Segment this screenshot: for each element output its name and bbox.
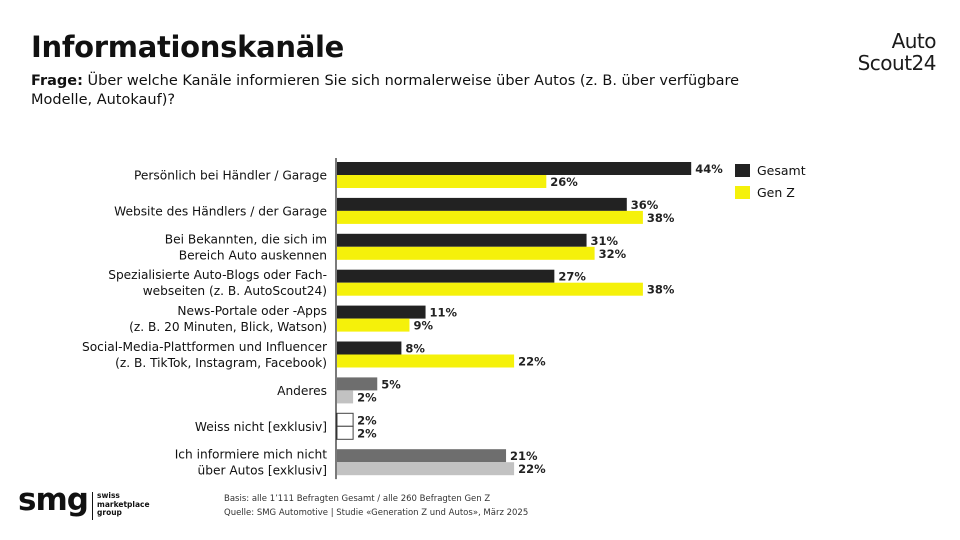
brand-line-1: Auto <box>891 29 937 53</box>
brand-line-2: Scout24 <box>857 51 937 75</box>
data-label-gesamt-1: 36% <box>631 198 659 212</box>
footer-source: Quelle: SMG Automotive | Studie «Generat… <box>224 508 529 518</box>
bar-genz-7 <box>336 425 354 440</box>
bar-genz-6 <box>337 390 354 404</box>
bar-gesamt-2 <box>337 233 587 247</box>
legend-swatch-gesamt <box>735 164 750 177</box>
page-title: Informationskanäle <box>31 30 344 64</box>
data-label-genz-2: 32% <box>599 247 627 261</box>
smg-logo-subtitle: swiss marketplace group <box>97 491 150 518</box>
bar-genz-1 <box>337 210 643 224</box>
smg-sub-line-1: swiss <box>97 491 120 500</box>
legend-label-gesamt: Gesamt <box>757 163 806 178</box>
bar-genz-3 <box>337 282 643 296</box>
question-label: Frage: <box>31 73 83 89</box>
data-label-genz-0: 26% <box>550 175 578 189</box>
category-label-1-0: Website des Händlers / der Garage <box>114 204 327 218</box>
smg-logo-divider <box>92 492 93 520</box>
category-label-8-0: Ich informiere mich nicht <box>175 448 328 462</box>
category-label-4-1: (z. B. 20 Minuten, Blick, Watson) <box>129 320 327 334</box>
data-label-gesamt-4: 11% <box>430 306 458 320</box>
bar-genz-2 <box>337 246 595 260</box>
bar-gesamt-3 <box>337 269 555 283</box>
data-label-genz-5: 22% <box>518 355 546 369</box>
category-label-8-1: über Autos [exklusiv] <box>198 464 328 478</box>
question-text: Über welche Kanäle informieren Sie sich … <box>31 73 740 108</box>
data-label-genz-1: 38% <box>647 211 675 225</box>
data-label-gesamt-3: 27% <box>558 270 586 284</box>
bar-genz-5 <box>337 354 515 368</box>
bar-gesamt-1 <box>337 197 627 211</box>
data-label-gesamt-6: 5% <box>381 377 401 391</box>
autoscout24-logo: Auto Scout24 <box>857 29 937 75</box>
bar-gesamt-7 <box>336 412 354 427</box>
smg-sub-line-2: marketplace <box>97 499 150 509</box>
category-label-2-0: Bei Bekannten, die sich im <box>165 232 327 246</box>
data-label-genz-8: 22% <box>518 462 546 476</box>
data-label-gesamt-2: 31% <box>591 234 619 248</box>
data-label-genz-3: 38% <box>647 283 675 297</box>
smg-logo: smg <box>18 482 89 518</box>
bar-genz-0 <box>337 175 547 188</box>
data-label-genz-4: 9% <box>413 319 433 333</box>
legend-label-genz: Gen Z <box>757 185 795 200</box>
bar-gesamt-6 <box>337 377 378 391</box>
category-label-3-1: webseiten (z. B. AutoScout24) <box>143 284 327 298</box>
survey-question: Frage: Über welche Kanäle informieren Si… <box>31 72 801 110</box>
footer-basis: Basis: alle 1’111 Befragten Gesamt / all… <box>224 494 491 504</box>
bar-gesamt-4 <box>337 305 426 319</box>
data-label-gesamt-0: 44% <box>695 162 723 176</box>
category-label-7-0: Weiss nicht [exklusiv] <box>195 420 327 434</box>
category-label-0-0: Persönlich bei Händler / Garage <box>134 169 327 183</box>
bar-gesamt-8 <box>337 449 507 463</box>
bar-gesamt-5 <box>337 341 402 355</box>
legend-swatch-genz <box>735 186 750 199</box>
category-label-3-0: Spezialisierte Auto-Blogs oder Fach- <box>108 268 327 282</box>
category-label-2-1: Bereich Auto auskennen <box>179 248 327 262</box>
category-label-4-0: News-Portale oder -Apps <box>177 304 327 318</box>
smg-sub-line-3: group <box>97 508 122 517</box>
data-label-gesamt-7: 2% <box>357 413 377 427</box>
category-label-6-0: Anderes <box>277 384 327 398</box>
data-label-gesamt-8: 21% <box>510 449 538 463</box>
data-label-genz-7: 2% <box>357 426 377 440</box>
data-label-genz-6: 2% <box>357 390 377 404</box>
data-label-gesamt-5: 8% <box>405 342 425 356</box>
category-label-5-0: Social-Media-Plattformen und Influencer <box>82 340 328 354</box>
bar-genz-4 <box>337 318 410 332</box>
bar-gesamt-0 <box>337 162 692 175</box>
bar-genz-8 <box>337 462 515 476</box>
category-label-5-1: (z. B. TikTok, Instagram, Facebook) <box>115 356 327 370</box>
